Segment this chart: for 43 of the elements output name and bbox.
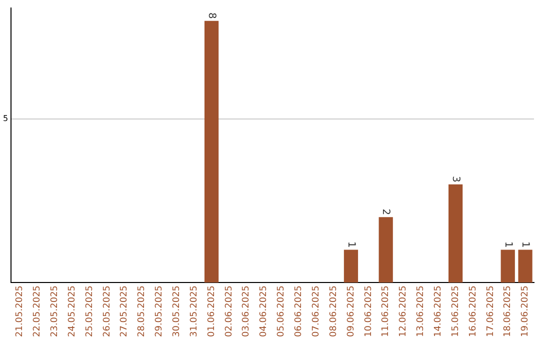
x-tick-label: 15.06.2025	[450, 285, 461, 337]
x-tick-label: 14.06.2025	[433, 285, 444, 337]
x-tick-label: 01.06.2025	[206, 285, 217, 337]
data-label: 2	[380, 208, 392, 216]
x-tick-label: 07.06.2025	[311, 285, 322, 337]
x-tick-label: 30.05.2025	[172, 285, 182, 337]
bar	[448, 184, 463, 282]
x-tick-label: 24.05.2025	[67, 285, 78, 337]
bar	[378, 217, 393, 282]
x-tick-label: 22.05.2025	[32, 285, 43, 337]
x-tick-label: 11.06.2025	[381, 285, 392, 337]
x-tick-label: 03.06.2025	[242, 285, 252, 337]
x-tick-label: 21.05.2025	[15, 285, 26, 337]
x-tick-label: 09.06.2025	[346, 285, 356, 337]
bar	[344, 250, 358, 282]
x-tick-label: 27.05.2025	[120, 285, 130, 337]
bar	[518, 250, 532, 282]
x-tick-label: 12.06.2025	[398, 285, 409, 337]
data-label: 8	[206, 12, 217, 19]
y-tick-label: 5	[2, 114, 8, 124]
data-label: 1	[345, 241, 356, 248]
x-tick-label: 08.06.2025	[328, 285, 339, 337]
x-tick-label: 31.05.2025	[189, 285, 200, 337]
x-tick-label: 17.06.2025	[486, 285, 496, 337]
bar	[500, 250, 515, 282]
x-tick-label: 04.06.2025	[259, 285, 270, 337]
x-tick-label: 02.06.2025	[224, 285, 234, 337]
x-tick-label: 06.06.2025	[294, 285, 304, 337]
x-tick-label: 13.06.2025	[416, 285, 426, 337]
data-label: 1	[520, 241, 531, 248]
x-tick-label: 16.06.2025	[468, 285, 478, 337]
x-tick-label: 10.06.2025	[364, 285, 374, 337]
x-tick-label: 18.06.2025	[503, 285, 514, 337]
x-tick-label: 23.05.2025	[50, 285, 60, 337]
x-tick-label: 19.06.2025	[520, 285, 531, 337]
x-tick-label: 05.06.2025	[276, 285, 287, 337]
x-tick-label: 28.05.2025	[137, 285, 148, 337]
data-label: 1	[502, 241, 514, 248]
data-label: 3	[450, 176, 461, 182]
x-tick-label: 26.05.2025	[102, 285, 112, 337]
x-tick-label: 29.05.2025	[154, 285, 165, 337]
x-tick-label: 25.05.2025	[84, 285, 95, 337]
bar	[204, 20, 219, 282]
